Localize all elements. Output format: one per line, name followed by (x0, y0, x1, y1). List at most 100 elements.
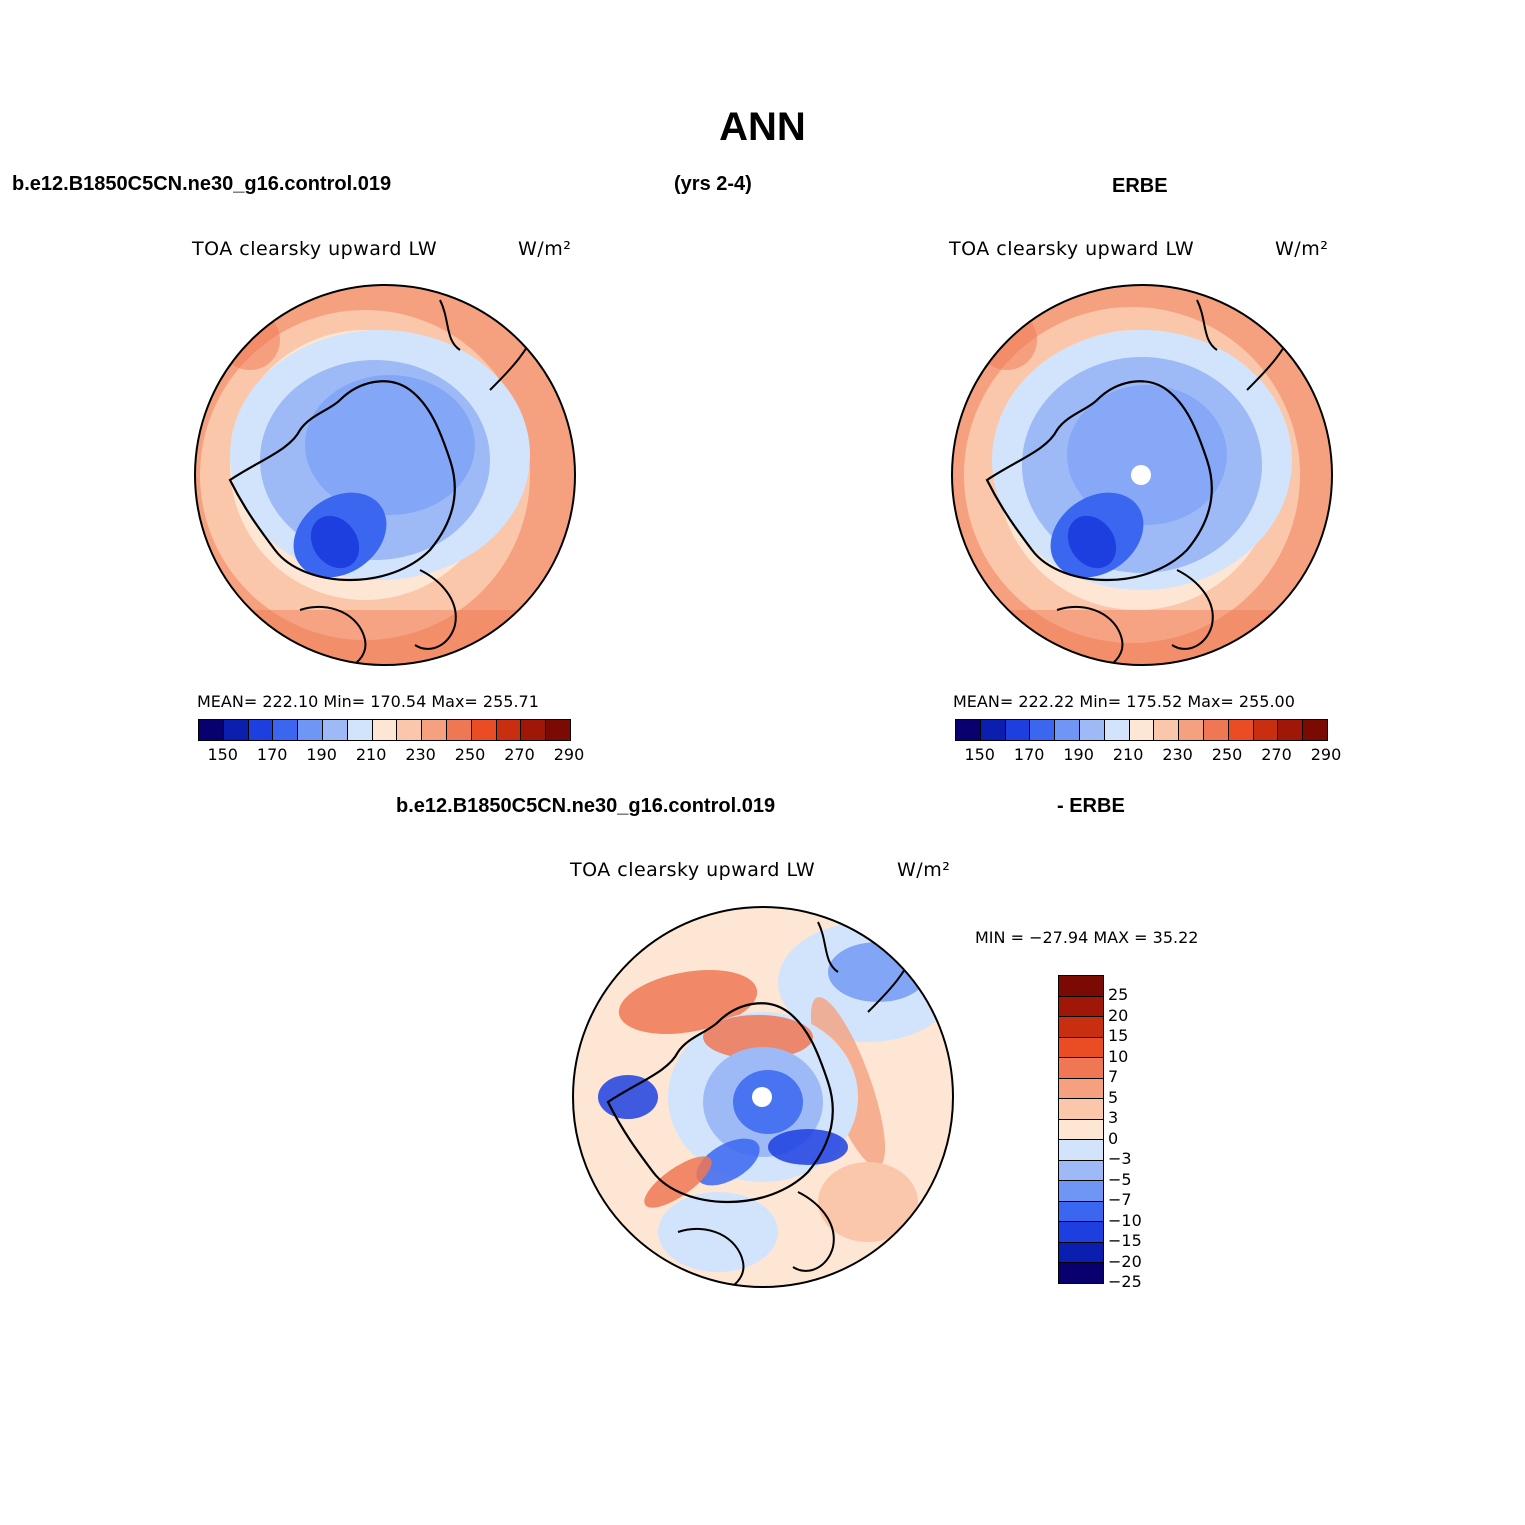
colorbar-tick-label: 20 (1108, 1005, 1129, 1025)
colorbar-tick-label: 210 (355, 745, 387, 764)
colorbar-swatch (1079, 720, 1105, 740)
colorbar-tick-label: 25 (1108, 985, 1129, 1005)
colorbar-swatch (1059, 1058, 1103, 1079)
colorbar-swatch (546, 720, 570, 740)
colorbar-tick-label: 7 (1108, 1067, 1119, 1087)
colorbar-swatch (248, 720, 274, 740)
colorbar-swatch (496, 720, 522, 740)
diff-plot-title: TOA clearsky upward LW (570, 859, 816, 881)
obs-name-label: ERBE (1112, 175, 1168, 197)
colorbar-swatch (1059, 1160, 1103, 1182)
colorbar-tick-label: 190 (306, 745, 337, 764)
colorbar-swatch (1059, 1140, 1103, 1161)
diff-polar-map (572, 906, 954, 1288)
colorbar-tick-label: 190 (1063, 745, 1094, 764)
diff-colorbar (1058, 975, 1104, 1284)
colorbar-swatch (1179, 720, 1204, 740)
colorbar-tick-label: −20 (1108, 1251, 1142, 1271)
obs-plot-units: W/m² (1275, 238, 1329, 260)
colorbar-swatch (1030, 720, 1056, 740)
colorbar-tick-label: 230 (405, 745, 436, 764)
colorbar-swatch (372, 720, 398, 740)
colorbar-tick-label: 290 (1310, 745, 1342, 764)
colorbar-swatch (980, 720, 1006, 740)
colorbar-tick-label: 250 (1211, 745, 1243, 764)
colorbar-tick-label: 270 (504, 745, 535, 764)
colorbar-tick-label: −10 (1108, 1210, 1142, 1230)
colorbar-tick-label: 270 (1261, 745, 1292, 764)
colorbar-swatch (1059, 1078, 1103, 1100)
years-label: (yrs 2-4) (674, 173, 752, 195)
model-colorbar (198, 719, 571, 741)
diff-label-right: - ERBE (1057, 795, 1125, 817)
colorbar-swatch (1059, 996, 1103, 1018)
obs-plot-title: TOA clearsky upward LW (949, 238, 1195, 260)
colorbar-swatch (397, 720, 423, 740)
colorbar-swatch (1059, 1119, 1103, 1141)
colorbar-tick-label: 10 (1108, 1046, 1129, 1066)
colorbar-swatch (1104, 720, 1130, 740)
colorbar-swatch (1059, 1242, 1103, 1264)
colorbar-swatch (1005, 720, 1031, 740)
colorbar-swatch (956, 720, 981, 740)
colorbar-tick-label: 170 (1013, 745, 1045, 764)
model-stats: MEAN= 222.10 Min= 170.54 Max= 255.71 (197, 692, 539, 711)
colorbar-swatch (1059, 1017, 1103, 1038)
colorbar-swatch (1059, 976, 1103, 997)
colorbar-swatch (1059, 1222, 1103, 1243)
model-polar-map (194, 284, 576, 666)
colorbar-tick-label: −15 (1108, 1231, 1142, 1251)
colorbar-swatch (273, 720, 299, 740)
colorbar-tick-label: 0 (1108, 1128, 1119, 1148)
obs-stats: MEAN= 222.22 Min= 175.52 Max= 255.00 (953, 692, 1295, 711)
colorbar-swatch (1059, 1201, 1103, 1223)
diff-colorbar-ticks: 25 20 15 10 7 5 3 0 −3 −5 −7 −10 −15 −20 −25 (1108, 975, 1168, 1291)
model-colorbar-ticks: 150 170 190 210 230 250 270 290 (198, 745, 584, 765)
colorbar-tick-label: 150 (964, 745, 995, 764)
colorbar-tick-label: 15 (1108, 1026, 1129, 1046)
colorbar-tick-label: 250 (454, 745, 486, 764)
model-plot-title: TOA clearsky upward LW (192, 238, 438, 260)
case-name-label: b.e12.B1850C5CN.ne30_g16.control.019 (12, 173, 392, 195)
colorbar-swatch (1129, 720, 1155, 740)
colorbar-tick-label: −5 (1108, 1169, 1132, 1189)
obs-polar-map (951, 284, 1333, 666)
figure-title: ANN (719, 105, 806, 149)
colorbar-tick-label: 210 (1112, 745, 1144, 764)
obs-colorbar (955, 719, 1328, 741)
colorbar-tick-label: 3 (1108, 1108, 1119, 1128)
colorbar-swatch (1203, 720, 1229, 740)
colorbar-swatch (1059, 1099, 1103, 1120)
colorbar-tick-label: 230 (1162, 745, 1193, 764)
colorbar-swatch (471, 720, 497, 740)
colorbar-swatch (223, 720, 249, 740)
colorbar-swatch (521, 720, 547, 740)
colorbar-tick-label: 5 (1108, 1087, 1119, 1107)
diff-label-left: b.e12.B1850C5CN.ne30_g16.control.019 (396, 795, 776, 817)
colorbar-swatch (1154, 720, 1180, 740)
colorbar-swatch (298, 720, 323, 740)
colorbar-swatch (347, 720, 373, 740)
colorbar-tick-label: 150 (207, 745, 238, 764)
model-plot-units: W/m² (518, 238, 572, 260)
colorbar-tick-label: −7 (1108, 1190, 1132, 1210)
colorbar-swatch (1303, 720, 1327, 740)
colorbar-swatch (199, 720, 224, 740)
colorbar-swatch (1228, 720, 1254, 740)
colorbar-tick-label: 290 (553, 745, 585, 764)
colorbar-tick-label: −3 (1108, 1149, 1132, 1169)
colorbar-swatch (1059, 1181, 1103, 1202)
colorbar-swatch (1278, 720, 1304, 740)
colorbar-swatch (446, 720, 472, 740)
colorbar-swatch (422, 720, 447, 740)
colorbar-tick-label: −25 (1108, 1272, 1142, 1291)
colorbar-swatch (1059, 1263, 1103, 1283)
colorbar-swatch (1055, 720, 1080, 740)
colorbar-swatch (322, 720, 348, 740)
diff-stats: MIN = −27.94 MAX = 35.22 (975, 928, 1199, 947)
colorbar-tick-label: 170 (256, 745, 288, 764)
colorbar-swatch (1253, 720, 1279, 740)
colorbar-swatch (1059, 1037, 1103, 1059)
obs-colorbar-ticks: 150 170 190 210 230 250 270 290 (955, 745, 1341, 765)
diff-plot-units: W/m² (897, 859, 951, 881)
